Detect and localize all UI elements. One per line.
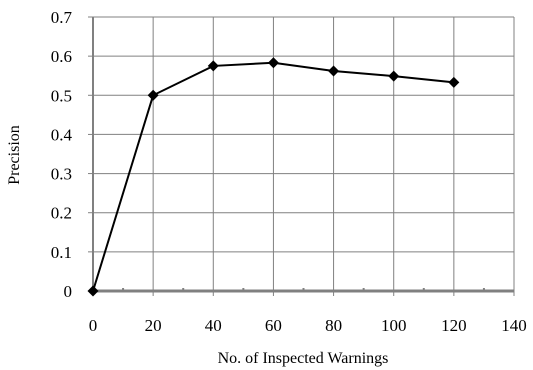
x-tick-label: 120 <box>441 316 467 335</box>
x-tick-label: 100 <box>381 316 407 335</box>
data-point-marker <box>448 77 459 88</box>
y-tick-label: 0 <box>64 282 73 301</box>
y-tick-label: 0.1 <box>51 243 72 262</box>
y-tick-label: 0.7 <box>51 8 73 27</box>
y-axis-title: Precision <box>6 125 23 185</box>
y-tick-label: 0.2 <box>51 204 72 223</box>
data-point-marker <box>148 90 159 101</box>
x-tick-label: 80 <box>325 316 342 335</box>
axes <box>88 17 514 296</box>
x-tick-label: 0 <box>89 316 98 335</box>
x-axis-title: No. of Inspected Warnings <box>218 350 389 367</box>
grid-lines <box>93 17 514 291</box>
x-tick-label: 20 <box>145 316 162 335</box>
y-tick-labels: 0 0.1 0.2 0.3 0.4 0.5 0.6 0.7 <box>51 8 73 301</box>
x-tick-labels: 0 20 40 60 80 100 120 140 <box>89 316 527 335</box>
y-tick-label: 0.3 <box>51 165 72 184</box>
y-tick-label: 0.5 <box>51 86 72 105</box>
x-tick-label: 140 <box>501 316 527 335</box>
y-tick-label: 0.4 <box>51 125 73 144</box>
data-point-marker <box>88 286 99 297</box>
data-point-marker <box>328 66 339 77</box>
y-tick-label: 0.6 <box>51 47 72 66</box>
data-point-marker <box>208 60 219 71</box>
x-tick-label: 40 <box>205 316 222 335</box>
data-point-marker <box>268 57 279 68</box>
data-point-marker <box>388 71 399 82</box>
x-tick-label: 60 <box>265 316 282 335</box>
